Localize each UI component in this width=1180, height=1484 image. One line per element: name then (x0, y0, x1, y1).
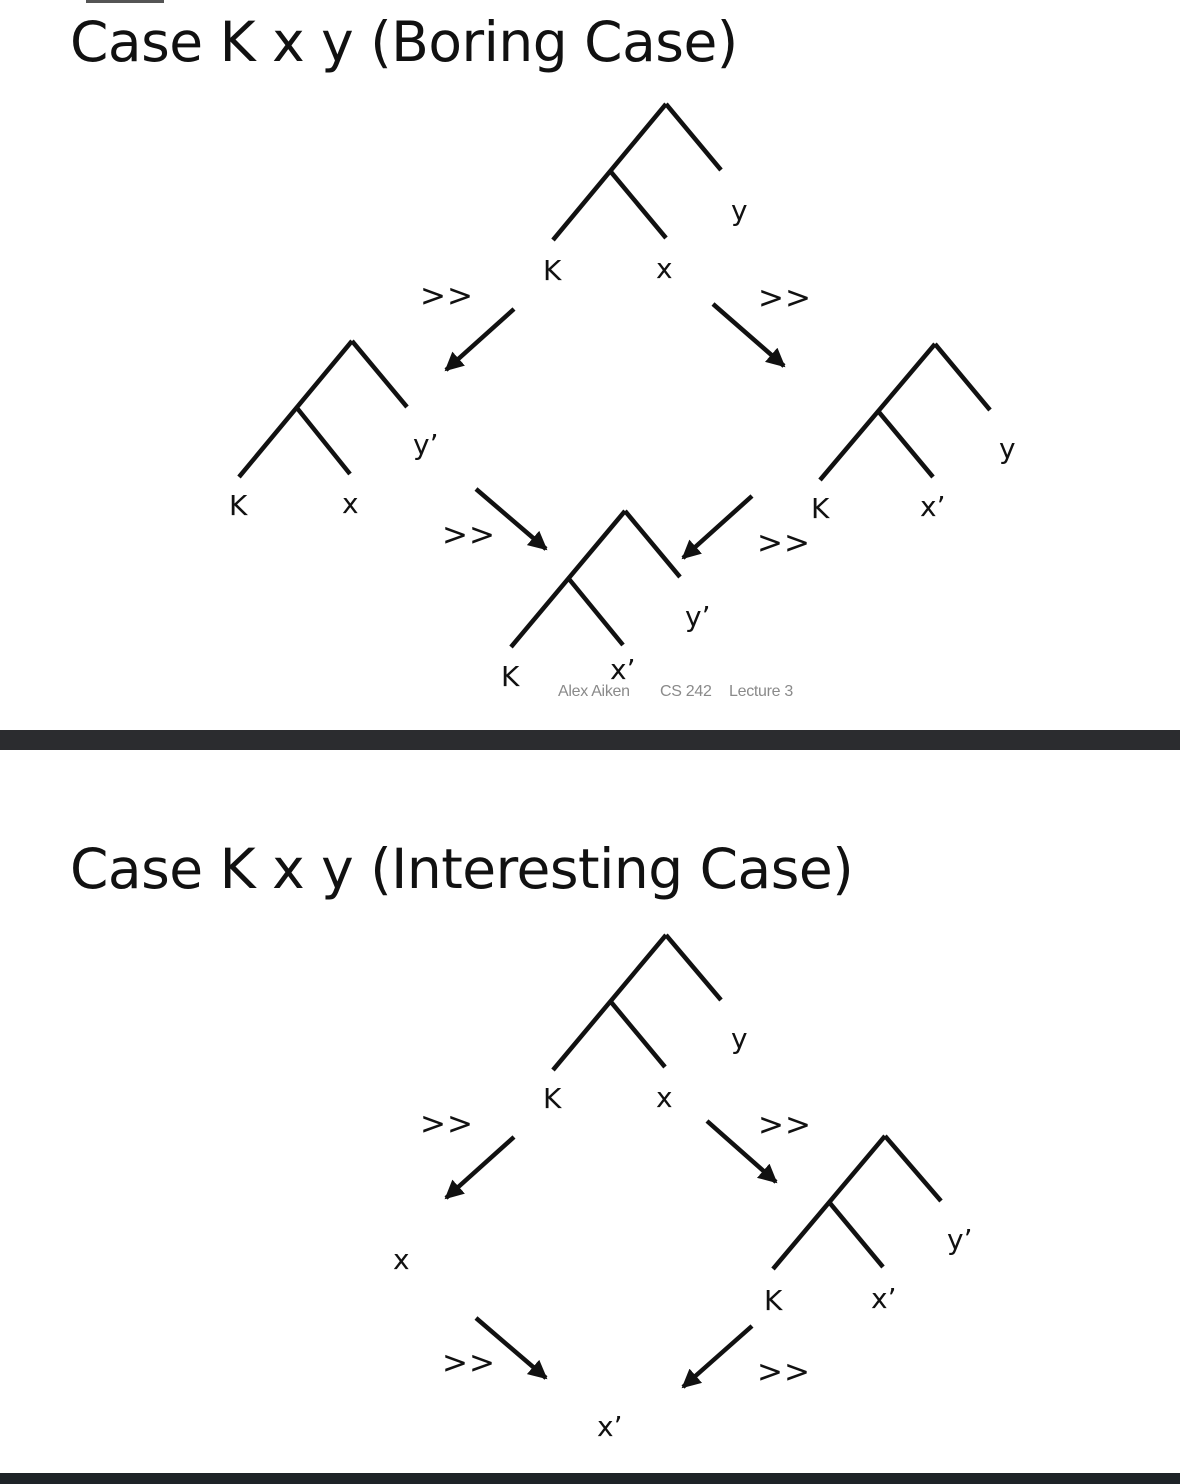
left-tree-leaf-y-prime: y’ (413, 428, 439, 461)
top-tree-leaf-y: y (731, 194, 748, 227)
s2-left-term-x: x (393, 1243, 410, 1276)
right-tree-leaf-y: y (999, 432, 1016, 465)
bottom-edge-bar (0, 1473, 1180, 1484)
s2-top-tree-leaf-y: y (731, 1022, 748, 1055)
s2-top-tree-leaf-k: K (543, 1082, 562, 1115)
slide1-arrows (444, 302, 786, 560)
right-tree-leaf-x-prime: x’ (920, 490, 946, 523)
left-tree-edges (237, 339, 409, 479)
right-tree-edges (818, 342, 992, 482)
top-tree-leaf-x: x (656, 252, 673, 285)
s2-right-tree-edges (771, 1134, 943, 1271)
bottom-tree-leaf-y-prime: y’ (685, 600, 711, 633)
s2-right-tree-leaf-k: K (764, 1284, 783, 1317)
reduces-label: >> (758, 1107, 812, 1143)
reduces-label: >> (757, 525, 811, 561)
s2-top-tree-leaf-x: x (656, 1081, 673, 1114)
right-tree-leaf-k: K (811, 492, 830, 525)
bottom-tree-leaf-x-prime: x’ (610, 653, 636, 686)
bottom-tree-edges (509, 509, 682, 649)
slide-divider (0, 730, 1180, 750)
reduces-label: >> (420, 1106, 474, 1142)
reduces-label: >> (757, 1354, 811, 1390)
slide2-title: Case K x y (Interesting Case) (70, 837, 854, 901)
s2-bottom-term-x-prime: x’ (597, 1410, 623, 1443)
reduces-label: >> (420, 278, 474, 314)
reduces-label: >> (442, 1345, 496, 1381)
s2-right-tree-leaf-x-prime: x’ (871, 1282, 897, 1315)
footer-author: Alex Aiken (558, 683, 630, 700)
bottom-tree-leaf-k: K (501, 660, 520, 693)
reduces-label: >> (442, 517, 496, 553)
footer-lecture: Lecture 3 (729, 683, 794, 700)
top-tree-edges (551, 102, 723, 242)
s2-right-tree-leaf-y-prime: y’ (947, 1223, 973, 1256)
left-tree-leaf-x: x (342, 487, 359, 520)
reduces-label: >> (758, 280, 812, 316)
slide-top-edge (86, 0, 164, 3)
slide2-arrows (444, 1119, 778, 1389)
s2-top-tree-edges (551, 933, 723, 1072)
footer-course: CS 242 (660, 683, 712, 700)
slide1-title: Case K x y (Boring Case) (70, 10, 738, 74)
left-tree-leaf-k: K (229, 489, 248, 522)
top-tree-leaf-k: K (543, 254, 562, 287)
